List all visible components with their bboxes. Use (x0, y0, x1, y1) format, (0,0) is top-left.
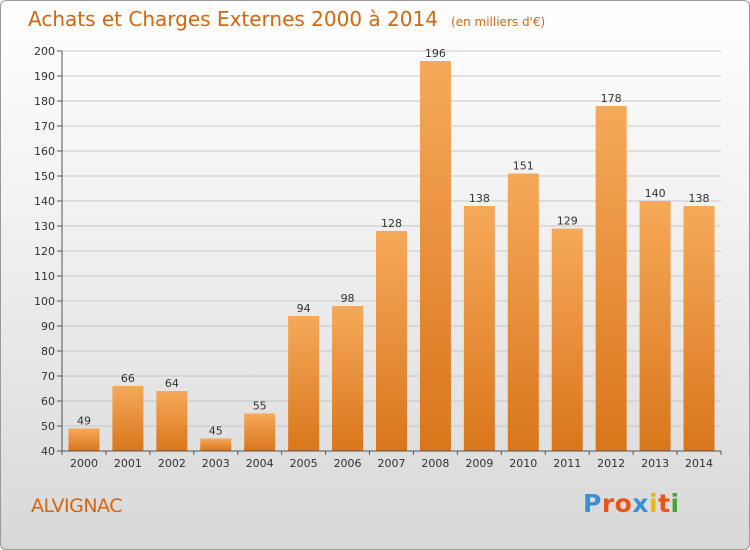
data-label: 94 (297, 302, 311, 315)
y-tick-label: 180 (34, 95, 55, 108)
y-tick-label: 50 (41, 420, 55, 433)
y-tick-label: 100 (34, 295, 55, 308)
bar-2006 (332, 306, 364, 451)
x-tick-label: 2004 (246, 457, 274, 470)
bar-2013 (639, 201, 671, 451)
axes (57, 50, 722, 455)
data-label: 49 (77, 415, 91, 428)
bar-2001 (112, 386, 144, 451)
bar-2014 (683, 206, 715, 451)
data-label: 178 (601, 92, 622, 105)
bar-2004 (244, 413, 276, 451)
data-label: 128 (381, 217, 402, 230)
logo-letter: x (632, 489, 649, 518)
bar-2005 (288, 316, 320, 451)
x-tick-label: 2000 (70, 457, 98, 470)
x-tick-label: 2014 (685, 457, 713, 470)
x-tick-label: 2006 (334, 457, 362, 470)
chart-title: Achats et Charges Externes 2000 à 2014 (28, 7, 438, 31)
logo-letter: i (649, 489, 659, 518)
logo-letter: o (614, 489, 633, 518)
data-label: 138 (689, 192, 710, 205)
y-tick-label: 160 (34, 145, 55, 158)
data-label: 140 (645, 187, 666, 200)
y-tick-label: 70 (41, 370, 55, 383)
bar-2012 (595, 106, 627, 451)
x-tick-label: 2008 (421, 457, 449, 470)
x-tick-label: 2009 (465, 457, 493, 470)
y-tick-label: 130 (34, 220, 55, 233)
x-tick-label: 2003 (202, 457, 230, 470)
labels: 40 50 60 70 80 90 100 110 120 130 140 150 160 170 180 1… (34, 45, 713, 470)
y-tick-label: 200 (34, 45, 55, 58)
data-label: 45 (209, 425, 223, 438)
y-tick-label: 120 (34, 245, 55, 258)
data-label: 66 (121, 372, 135, 385)
title-row: Achats et Charges Externes 2000 à 2014 (… (28, 7, 545, 31)
chart-subtitle: (en milliers d'€) (451, 15, 546, 29)
logo-letter: r (601, 489, 615, 518)
y-tick-label: 80 (41, 345, 55, 358)
y-tick-label: 140 (34, 195, 55, 208)
y-tick-label: 150 (34, 170, 55, 183)
data-label: 196 (425, 47, 446, 60)
proxiti-logo: Proxiti (583, 489, 680, 518)
y-tick-label: 190 (34, 70, 55, 83)
bar-2002 (156, 391, 188, 451)
bar-2010 (507, 173, 539, 451)
bar-2007 (376, 231, 407, 451)
x-tick-label: 2012 (597, 457, 625, 470)
data-label: 64 (165, 377, 179, 390)
data-label: 151 (513, 160, 534, 173)
x-tick-label: 2002 (158, 457, 186, 470)
y-tick-label: 90 (41, 320, 55, 333)
x-tick-label: 2005 (290, 457, 318, 470)
x-tick-label: 2007 (378, 457, 406, 470)
x-tick-label: 2011 (553, 457, 581, 470)
x-tick-label: 2001 (114, 457, 142, 470)
data-label: 98 (341, 292, 355, 305)
data-label: 138 (469, 192, 490, 205)
y-tick-label: 60 (41, 395, 55, 408)
data-label: 129 (557, 215, 578, 228)
bar-2009 (463, 206, 495, 451)
x-tick-label: 2010 (509, 457, 537, 470)
logo-letter: t (658, 489, 671, 518)
bar-2008 (419, 61, 451, 451)
bar-2003 (200, 438, 232, 451)
x-tick-label: 2013 (641, 457, 669, 470)
logo-letter: P (583, 489, 602, 518)
logo-letter: i (670, 489, 680, 518)
y-tick-label: 110 (34, 270, 55, 283)
bar-2000 (68, 428, 100, 451)
bars (68, 61, 715, 451)
y-tick-label: 40 (41, 445, 55, 458)
y-tick-label: 170 (34, 120, 55, 133)
data-label: 55 (253, 400, 267, 413)
commune-name: ALVIGNAC (31, 495, 122, 517)
bar-2011 (551, 228, 583, 451)
